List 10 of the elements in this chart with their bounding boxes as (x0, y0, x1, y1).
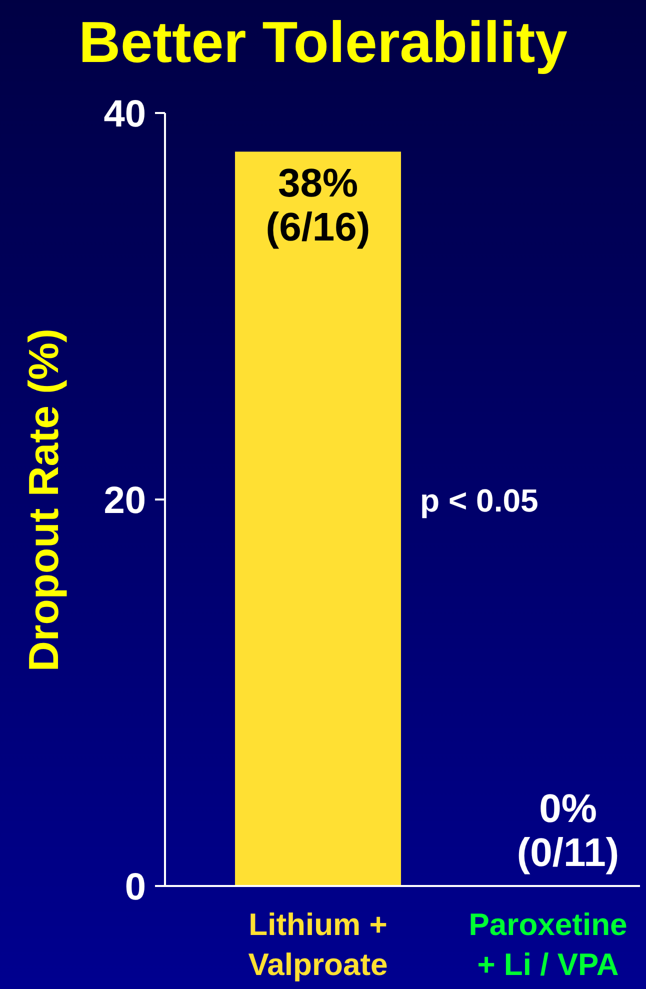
chart-title: Better Tolerability (78, 10, 568, 75)
annotation: p < 0.05 (420, 482, 538, 518)
y-axis-title: Dropout Rate (%) (20, 328, 67, 672)
y-tick-label: 0 (124, 866, 146, 908)
x-tick-label: Paroxetine + Li / VPA (468, 907, 628, 982)
y-tick-label: 40 (104, 93, 146, 136)
y-tick-label: 20 (104, 480, 146, 522)
x-tick-label: Lithium + Valproate (248, 907, 388, 982)
data-label: 0% (0/11) (516, 787, 620, 875)
data-label: 38% (6/16) (266, 162, 370, 250)
